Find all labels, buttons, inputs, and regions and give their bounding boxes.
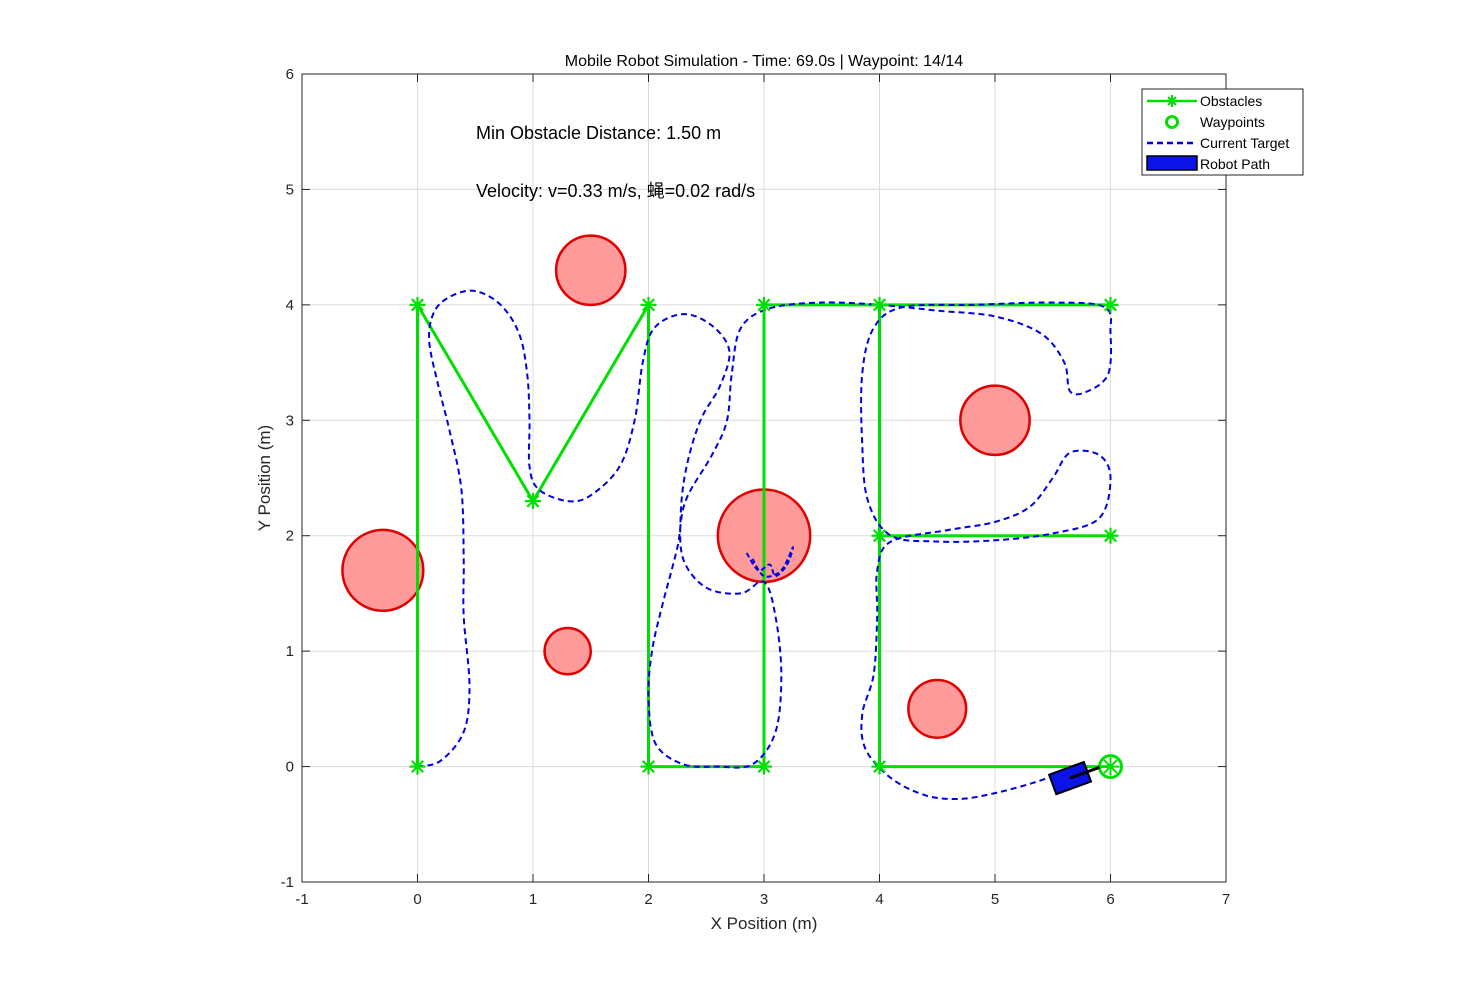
- velocity-annotation: Velocity: v=0.33 m/s, 蝇=0.02 rad/s: [476, 181, 755, 201]
- waypoint-star: [756, 296, 772, 313]
- legend-label: Robot Path: [1200, 156, 1270, 172]
- x-tick-label: -1: [295, 891, 308, 908]
- axis-ticks: -1 0 1 2 3 4 5 6 7 -1 0 1 2 3 4 5 6: [281, 66, 1231, 908]
- min-distance-annotation: Min Obstacle Distance: 1.50 m: [476, 123, 721, 143]
- legend: Obstacles Waypoints Current Target Robot…: [1141, 88, 1304, 176]
- waypoint-star: [871, 758, 888, 775]
- legend-item-robot-path: Robot Path: [1146, 155, 1270, 172]
- waypoint-star: [409, 758, 426, 775]
- current-target-marker: [1098, 754, 1123, 780]
- legend-label: Waypoints: [1200, 114, 1265, 130]
- x-tick-label: 6: [1106, 891, 1114, 908]
- y-tick-label: 6: [286, 66, 294, 83]
- y-tick-label: 3: [286, 412, 294, 429]
- waypoint-star: [756, 758, 772, 775]
- legend-swatch-circle: [1165, 115, 1179, 129]
- waypoint-star: [525, 493, 541, 510]
- robot-path-layer: [417, 289, 1113, 801]
- x-tick-label: 7: [1222, 891, 1230, 908]
- robot-heading: [1069, 765, 1101, 780]
- chart-title: Mobile Robot Simulation - Time: 69.0s | …: [565, 53, 964, 70]
- x-tick-label: 1: [529, 891, 537, 908]
- waypoint-stars-layer: [409, 296, 1119, 775]
- waypoint-star: [409, 296, 426, 313]
- legend-item-waypoints: Waypoints: [1165, 114, 1265, 130]
- legend-item-current-target: Current Target: [1147, 135, 1289, 151]
- current-target-layer: [1098, 754, 1123, 780]
- x-tick-label: 3: [760, 891, 768, 908]
- x-tick-label: 2: [644, 891, 652, 908]
- waypoint-star: [640, 296, 657, 313]
- y-axis-label: Y Position (m): [255, 425, 274, 531]
- legend-swatch-star: [1166, 95, 1178, 107]
- y-tick-label: 5: [286, 181, 294, 198]
- y-tick-label: 1: [286, 643, 294, 660]
- obstacle-circle: [959, 384, 1031, 457]
- obstacle-circle: [543, 626, 593, 676]
- obstacles-layer: [341, 234, 1031, 739]
- waypoint-star: [640, 758, 657, 775]
- x-tick-label: 0: [413, 891, 421, 908]
- legend-item-obstacles: Obstacles: [1147, 93, 1262, 109]
- x-axis-label: X Position (m): [711, 914, 818, 933]
- legend-label: Current Target: [1200, 135, 1289, 151]
- x-tick-label: 5: [991, 891, 999, 908]
- y-tick-label: 4: [286, 297, 294, 314]
- waypoint-star: [871, 296, 888, 313]
- y-tick-label: 2: [286, 528, 294, 545]
- x-tick-label: 4: [875, 891, 883, 908]
- legend-label: Obstacles: [1200, 93, 1262, 109]
- obstacle-circle: [341, 528, 425, 613]
- robot-layer: [1047, 760, 1101, 796]
- robot-path-line: [417, 289, 1113, 801]
- waypoint-star: [871, 527, 888, 544]
- y-tick-label: 0: [286, 759, 294, 776]
- robot-body: [1047, 760, 1101, 796]
- obstacle-circle: [554, 234, 627, 307]
- robot-path-tangle: [745, 546, 795, 578]
- obstacle-circle: [907, 678, 968, 739]
- y-tick-label: -1: [281, 874, 294, 891]
- legend-swatch-box: [1146, 155, 1198, 171]
- waypoint-star: [1102, 296, 1119, 313]
- waypoint-star: [1102, 527, 1119, 544]
